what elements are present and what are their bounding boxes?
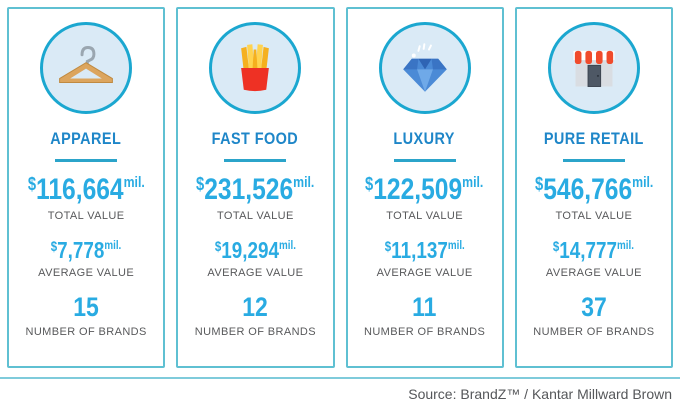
- fast-food-icon-circle: [209, 22, 302, 114]
- average-value-number: 11,137: [391, 237, 448, 263]
- currency-sign: $: [553, 238, 560, 254]
- currency-sign: $: [27, 174, 36, 194]
- currency-sign: $: [50, 238, 58, 254]
- average-value-number: 7,778: [57, 237, 105, 263]
- card-apparel: APPAREL $116,664mil. TOTAL VALUE $7,778m…: [7, 7, 166, 368]
- average-value: $7,778mil.: [43, 239, 129, 262]
- total-value-number: 546,766: [542, 173, 632, 206]
- bottom-divider: [0, 377, 680, 379]
- unit-label: mil.: [631, 174, 654, 191]
- diamond-icon: [402, 43, 447, 92]
- average-value: $14,777mil.: [544, 239, 643, 262]
- divider: [55, 159, 118, 162]
- brands-label: NUMBER OF BRANDS: [363, 326, 486, 338]
- brands-label: NUMBER OF BRANDS: [194, 326, 317, 338]
- unit-label: mil.: [293, 174, 315, 191]
- divider: [562, 159, 625, 162]
- apparel-icon-circle: [40, 22, 133, 114]
- total-value-number: 122,509: [373, 173, 463, 206]
- hanger-icon: [59, 46, 114, 84]
- total-value-label: TOTAL VALUE: [217, 210, 294, 222]
- total-value-number: 231,526: [204, 173, 294, 206]
- total-value: $122,509mil.: [352, 175, 496, 205]
- average-value: $19,294mil.: [206, 239, 305, 262]
- average-value-number: 19,294: [221, 237, 279, 263]
- divider: [224, 159, 287, 162]
- total-value-label: TOTAL VALUE: [47, 210, 125, 222]
- card-luxury: LUXURY $122,509mil. TOTAL VALUE $11,137m…: [345, 7, 504, 368]
- unit-label: mil.: [104, 238, 122, 252]
- brands-count: 37: [581, 292, 607, 322]
- unit-label: mil.: [278, 238, 296, 252]
- currency-sign: $: [365, 174, 374, 194]
- average-value-label: AVERAGE VALUE: [207, 267, 304, 279]
- average-value-number: 14,777: [559, 237, 618, 263]
- card-pure-retail: PURE RETAIL $546,766mil. TOTAL VALUE $14…: [514, 7, 673, 368]
- pure-retail-icon-circle: [547, 22, 640, 114]
- brands-label: NUMBER OF BRANDS: [533, 326, 655, 338]
- store-icon: [573, 50, 615, 87]
- brands-count: 15: [73, 292, 99, 322]
- currency-sign: $: [214, 238, 222, 254]
- brands-label: NUMBER OF BRANDS: [25, 326, 147, 338]
- unit-label: mil.: [617, 238, 635, 252]
- unit-label: mil.: [123, 174, 145, 191]
- category-title: FAST FOOD: [212, 129, 299, 148]
- brands-count: 11: [412, 292, 437, 322]
- unit-label: mil.: [447, 238, 465, 252]
- total-value-number: 116,664: [35, 173, 124, 206]
- average-value-label: AVERAGE VALUE: [376, 267, 473, 279]
- currency-sign: $: [534, 174, 543, 194]
- category-title: LUXURY: [393, 129, 456, 148]
- average-value: $11,137mil.: [376, 239, 474, 262]
- total-value-label: TOTAL VALUE: [386, 210, 463, 222]
- average-value-label: AVERAGE VALUE: [545, 267, 642, 279]
- category-cards: APPAREL $116,664mil. TOTAL VALUE $7,778m…: [7, 7, 673, 368]
- luxury-icon-circle: [378, 22, 471, 114]
- currency-sign: $: [384, 238, 392, 254]
- brands-count: 12: [242, 292, 269, 322]
- source-attribution: Source: BrandZ™ / Kantar Millward Brown: [408, 386, 672, 402]
- category-title: PURE RETAIL: [543, 129, 644, 148]
- total-value-label: TOTAL VALUE: [555, 210, 633, 222]
- total-value: $231,526mil.: [183, 175, 327, 205]
- total-value: $116,664mil.: [15, 175, 158, 205]
- currency-sign: $: [196, 174, 205, 194]
- unit-label: mil.: [462, 174, 484, 191]
- card-fast-food: FAST FOOD $231,526mil. TOTAL VALUE $19,2…: [176, 7, 335, 368]
- total-value: $546,766mil.: [522, 175, 666, 205]
- divider: [393, 159, 456, 162]
- average-value-label: AVERAGE VALUE: [38, 267, 135, 279]
- fries-icon: [241, 44, 270, 92]
- category-title: APPAREL: [50, 129, 122, 148]
